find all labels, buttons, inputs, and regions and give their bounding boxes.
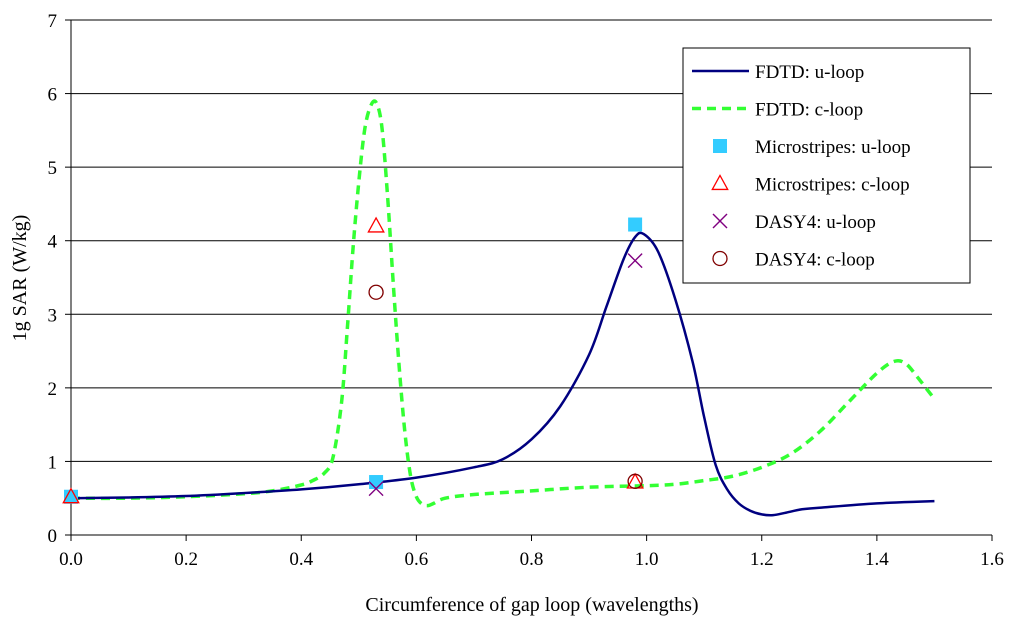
legend-label: DASY4: c-loop: [755, 250, 875, 271]
x-tick-label: 1.2: [750, 549, 774, 570]
data-point: [368, 284, 384, 300]
x-axis-label: Circumference of gap loop (wavelengths): [365, 594, 698, 616]
plot-area: [62, 99, 936, 517]
y-axis-label: 1g SAR (W/kg): [9, 215, 31, 342]
series-line-fdtd-u-loop: [70, 231, 935, 517]
series-markers-dasy4-c-loop: [368, 284, 643, 489]
data-point: [369, 475, 384, 490]
legend-item: FDTD: c-loop: [692, 100, 863, 121]
x-tick-label: 0.8: [520, 549, 544, 570]
x-tick-label: 1.0: [635, 549, 659, 570]
x-tick-label: 1.4: [865, 549, 889, 570]
axes: [65, 19, 993, 541]
y-tick-labels: 0 1 2 3 4 5 6 7: [48, 11, 58, 547]
legend-label: DASY4: u-loop: [755, 212, 876, 233]
x-tick-label: 0.2: [174, 549, 198, 570]
gridlines: [71, 19, 992, 462]
legend-swatch: [711, 174, 729, 191]
legend-swatch: [713, 139, 727, 153]
legend-item: DASY4: c-loop: [712, 250, 875, 271]
legend-label: Microstripes: c-loop: [755, 175, 910, 196]
legend-label: Microstripes: u-loop: [755, 137, 911, 158]
legend-item: Microstripes: c-loop: [711, 174, 910, 196]
x-tick-label: 0.0: [59, 549, 83, 570]
y-tick-label: 3: [48, 305, 58, 326]
data-point: [628, 217, 643, 232]
y-tick-label: 6: [48, 85, 58, 106]
data-point: [367, 216, 385, 233]
legend-box: [682, 47, 971, 284]
data-point: [64, 489, 78, 504]
data-point: [62, 487, 80, 504]
legend-item: FDTD: u-loop: [692, 62, 864, 83]
x-tick-label: 1.6: [980, 549, 1004, 570]
y-tick-label: 1: [48, 452, 58, 473]
legend-label: FDTD: c-loop: [755, 100, 863, 121]
data-point: [368, 481, 384, 497]
y-tick-label: 5: [48, 158, 58, 179]
series-line-fdtd-c-loop: [70, 99, 936, 508]
y-tick-label: 0: [48, 526, 58, 547]
data-point: [627, 473, 643, 489]
data-point: [627, 253, 643, 269]
y-tick-label: 2: [48, 379, 58, 400]
legend-item: DASY4: u-loop: [712, 212, 876, 233]
y-tick-label: 4: [48, 232, 58, 253]
legend-swatch: [712, 213, 728, 229]
y-tick-label: 7: [48, 11, 58, 32]
x-tick-label: 0.4: [289, 549, 313, 570]
legend: FDTD: u-loop FDTD: c-loop Microstripes: u-…: [682, 47, 971, 284]
x-tick-labels: 0.0 0.2 0.4 0.6 0.8 1.0 1.2 1.4 1.6: [59, 549, 1004, 570]
legend-item: Microstripes: u-loop: [713, 137, 911, 158]
x-tick-label: 0.6: [405, 549, 429, 570]
series-markers-dasy4-u-loop: [368, 253, 643, 497]
legend-label: FDTD: u-loop: [755, 62, 864, 83]
legend-swatch: [712, 250, 728, 267]
